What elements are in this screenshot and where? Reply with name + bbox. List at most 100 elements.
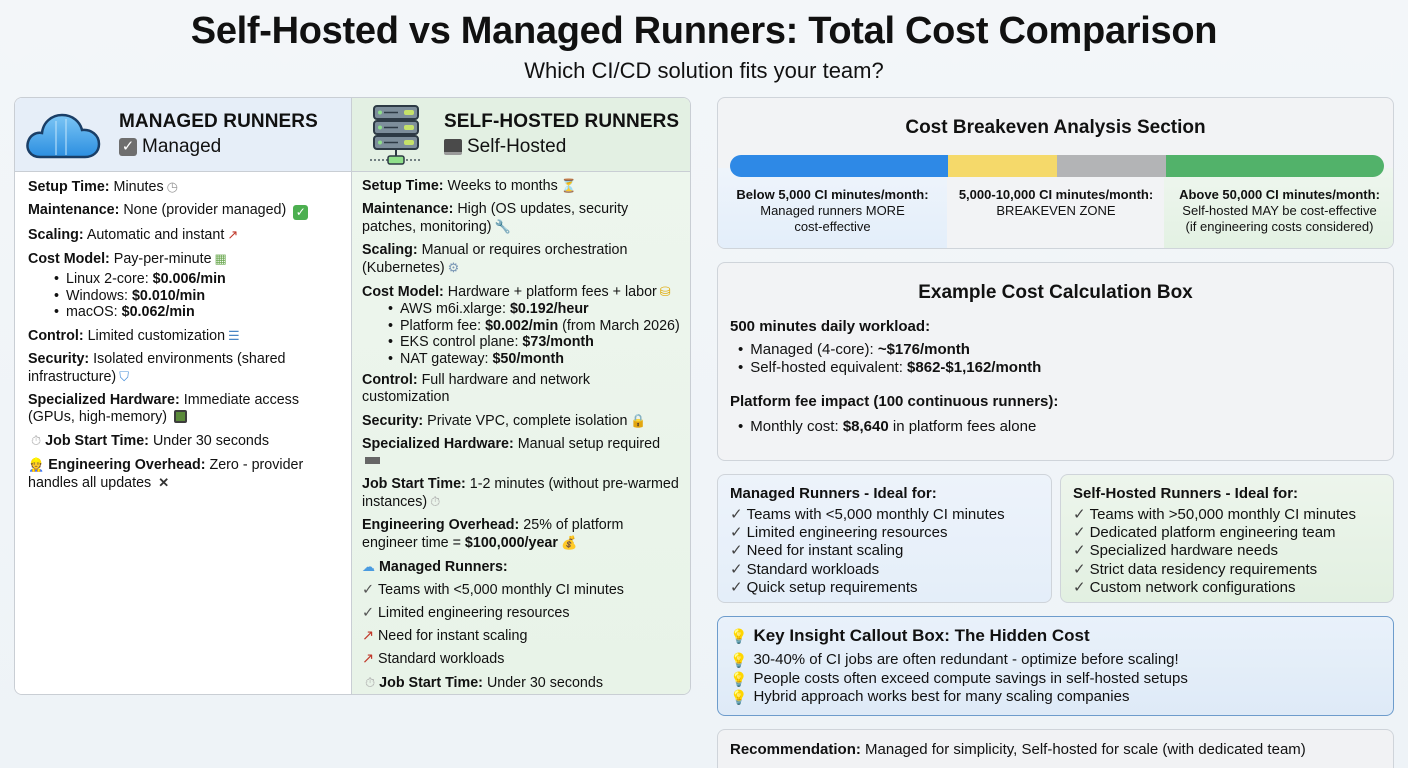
bar-segment-managed <box>730 155 948 177</box>
managed-badge: Managed <box>142 136 222 157</box>
checkmark-icon: ✓ <box>362 605 374 621</box>
clock-icon: ◷ <box>166 179 178 194</box>
chart-up-icon: ↗ <box>362 628 374 644</box>
ideal-item: ✓ Strict data residency requirements <box>1073 560 1318 578</box>
selfhosted-overhead: Engineering Overhead: 25% of platform en… <box>362 517 624 551</box>
selfhosted-control: Control: Full hardware and network custo… <box>362 372 591 405</box>
cloud-small-icon: ☁ <box>362 559 375 574</box>
selfhosted-cost-model: Cost Model: Hardware + platform fees + l… <box>362 284 671 300</box>
extra-item: ↗ Need for instant scaling <box>362 628 528 644</box>
chart-up-icon: ↗ <box>227 227 239 242</box>
managed-security: Security: Isolated environments (shared … <box>28 350 286 385</box>
selfhosted-price-list: AWS m6i.xlarge: $0.192/heur Platform fee… <box>388 301 680 367</box>
bar-segment-selfhosted <box>1166 155 1384 177</box>
person-icon: 👷 <box>28 456 45 472</box>
lightbulb-icon: 💡 <box>730 652 748 668</box>
breakeven-section: Cost Breakeven Analysis Section Below 5,… <box>717 97 1394 249</box>
ideal-item: ✓ Specialized hardware needs <box>1073 542 1279 560</box>
selfhosted-heading: SELF-HOSTED RUNNERS <box>444 111 680 132</box>
bar-segment-breakeven <box>948 155 1057 177</box>
ideal-item: ✓ Custom network configurations <box>1073 578 1296 596</box>
ideal-item: ✓ Dedicated platform engineering team <box>1073 524 1336 542</box>
zone-label-mid: 5,000-10,000 CI minutes/month: BREAKEVEN … <box>958 187 1154 218</box>
price-item: macOS: $0.062/min <box>54 304 338 321</box>
checkmark-icon: ✓ <box>1073 578 1086 596</box>
selfhosted-badge: Self-Hosted <box>467 136 567 157</box>
terminal-icon <box>444 139 462 155</box>
checkmark-icon: ✓ <box>730 560 743 578</box>
chart-up-icon: ↗ <box>362 651 374 667</box>
extra-item: ✓ Limited engineering resources <box>362 605 570 621</box>
selfhosted-job-start: Job Start Time: 1-2 minutes (without pre… <box>362 476 679 510</box>
price-item: AWS m6i.xlarge: $0.192/heur <box>388 301 680 318</box>
breakeven-title: Cost Breakeven Analysis Section <box>905 117 1206 138</box>
stopwatch-icon: ⏱ <box>31 432 42 448</box>
checkmark-icon: ✓ <box>730 542 743 560</box>
coins-icon: ⛁ <box>659 284 671 299</box>
extra-item: ↗ Standard workloads <box>362 651 505 667</box>
comparison-panel: MANAGED RUNNERS ✓ Managed Setup Time: Min… <box>14 97 691 695</box>
ram-icon <box>365 457 380 464</box>
cost-calculation-box: Example Cost Calculation Box 500 minutes… <box>717 262 1394 461</box>
checkbox-icon: ✓ <box>119 138 137 156</box>
recommendation-bar: Recommendation: Managed for simplicity, … <box>717 729 1394 768</box>
managed-ideal-for: Managed Runners - Ideal for: ✓ Teams with… <box>717 474 1052 603</box>
shield-icon: ⛉ <box>119 368 129 384</box>
check-icon: ✓ <box>293 205 309 220</box>
selfhosted-header: SELF-HOSTED RUNNERS Self-Hosted <box>352 98 690 172</box>
managed-price-list: Linux 2-core: $0.006/min Windows: $0.010… <box>54 271 338 321</box>
managed-details: Setup Time: Minutes ◷ Maintenance: None (… <box>15 172 351 492</box>
lock-icon: 🔒 <box>630 413 647 428</box>
insight-item: 💡 Hybrid approach works best for many sca… <box>730 688 1130 705</box>
selfhosted-column: SELF-HOSTED RUNNERS Self-Hosted Setup Ti… <box>352 98 690 694</box>
extra-managed-heading: ☁ Managed Runners: <box>362 559 508 575</box>
checkmark-icon: ✓ <box>730 524 743 542</box>
price-item: EKS control plane: $73/month <box>388 334 680 351</box>
insight-item: 💡 People costs often exceed compute savin… <box>730 669 1188 687</box>
money-bag-icon: 💰 <box>560 535 578 550</box>
lightbulb-icon: 💡 <box>730 670 748 687</box>
managed-overhead: 👷 Engineering Overhead: Zero - provider h… <box>28 456 304 491</box>
zone-label-low: Below 5,000 CI minutes/month: Managed run… <box>736 187 929 234</box>
price-item: NAT gateway: $50/month <box>388 351 680 368</box>
selfhosted-details: Setup Time: Weeks to months ⏳ Maintenance… <box>352 172 690 694</box>
managed-heading: MANAGED RUNNERS <box>119 111 318 132</box>
lightbulb-icon: 💡 <box>730 627 748 644</box>
calc-section-platform-fee: Platform fee impact (100 continuous runn… <box>730 393 1059 410</box>
chip-icon <box>174 409 188 423</box>
breakeven-bar <box>730 155 1384 177</box>
ideal-item: ✓ Standard workloads <box>730 560 880 578</box>
checkmark-icon: ✓ <box>730 578 743 596</box>
selfhosted-hardware: Specialized Hardware: Manual setup requi… <box>362 436 680 470</box>
wrench-icon: 🔧 <box>494 219 511 234</box>
managed-job-start: ⏱ Job Start Time: Under 30 seconds <box>31 432 269 449</box>
managed-cost-model: Cost Model: Pay-per-minute ▦ <box>28 251 227 267</box>
calc-item: Managed (4-core): ~$176/month <box>738 341 1381 359</box>
price-item: Linux 2-core: $0.006/min <box>54 271 338 288</box>
ideal-item: ✓ Limited engineering resources <box>730 524 948 542</box>
ideal-item: ✓ Quick setup requirements <box>730 578 918 596</box>
calculation-title: Example Cost Calculation Box <box>918 282 1193 303</box>
extra-job-start: ⏱ Job Start Time: Under 30 seconds <box>365 675 603 691</box>
managed-hardware: Specialized Hardware: Immediate access (… <box>28 391 299 425</box>
hourglass-icon: ⏳ <box>560 178 577 193</box>
selfhosted-scaling: Scaling: Manual or requires orchestratio… <box>362 242 628 276</box>
checkmark-icon: ✓ <box>1073 542 1086 560</box>
price-item: Windows: $0.010/min <box>54 288 338 305</box>
zone-label-high: Above 50,000 CI minutes/month: Self-hoste… <box>1179 187 1380 234</box>
selfhosted-security: Security: Private VPC, complete isolatio… <box>362 413 647 429</box>
managed-header: MANAGED RUNNERS ✓ Managed <box>15 98 351 172</box>
checkmark-icon: ✓ <box>362 582 374 598</box>
checkmark-icon: ✓ <box>1073 560 1086 578</box>
page-subtitle: Which CI/CD solution fits your team? <box>524 58 884 83</box>
managed-maintenance: Maintenance: None (provider managed) ✓ <box>28 202 338 220</box>
insight-item: 💡 30-40% of CI jobs are often redundant -… <box>730 651 1179 668</box>
selfhosted-ideal-for: Self-Hosted Runners - Ideal for: ✓ Teams … <box>1060 474 1394 603</box>
calc-item: Monthly cost: $8,640 in platform fees al… <box>738 418 1381 436</box>
ideal-item: ✓ Teams with <5,000 monthly CI minutes <box>730 506 1005 523</box>
ideal-item: ✓ Need for instant scaling <box>730 542 904 560</box>
managed-setup-time: Setup Time: Minutes ◷ <box>28 179 178 195</box>
page-title: Self-Hosted vs Managed Runners: Total Co… <box>190 10 1218 52</box>
stopwatch-icon: ⏱ <box>430 494 441 509</box>
calc-section-workload: 500 minutes daily workload: <box>730 318 931 335</box>
